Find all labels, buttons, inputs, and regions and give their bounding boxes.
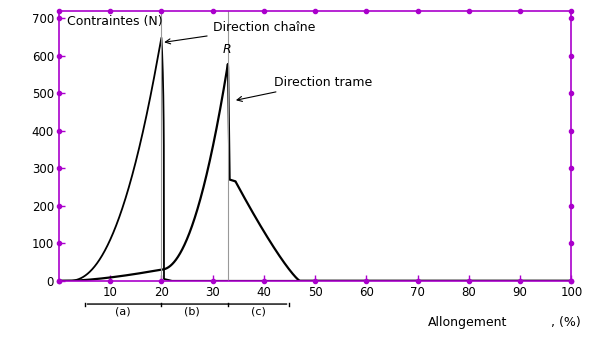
Text: (c): (c) — [252, 306, 266, 316]
Text: Direction chaîne: Direction chaîne — [166, 21, 315, 44]
Text: , (%): , (%) — [551, 316, 581, 329]
Text: (b): (b) — [184, 306, 200, 316]
Text: (a): (a) — [115, 306, 131, 316]
Text: Direction trame: Direction trame — [237, 76, 372, 102]
Text: R: R — [223, 43, 231, 56]
Text: Allongement: Allongement — [428, 316, 507, 329]
Text: Contraintes (N): Contraintes (N) — [67, 14, 162, 28]
